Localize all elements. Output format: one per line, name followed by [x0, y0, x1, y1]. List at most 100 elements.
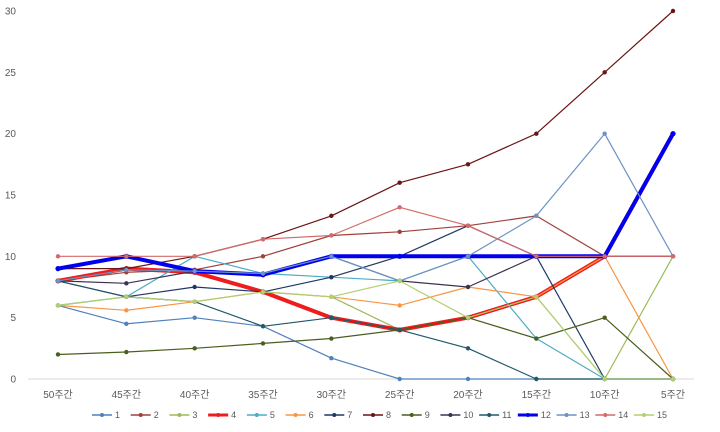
data-point	[397, 180, 402, 185]
legend-item-5: 5	[246, 410, 275, 420]
legend-marker	[254, 413, 259, 417]
data-point	[670, 376, 676, 382]
series-line	[57, 255, 674, 380]
data-point	[55, 266, 61, 272]
data-point	[465, 376, 471, 382]
data-point	[465, 346, 471, 351]
legend-label: 6	[309, 410, 314, 420]
data-point	[534, 376, 539, 382]
legend-label: 4	[231, 410, 236, 420]
legend-marker	[177, 413, 182, 417]
x-tick-label: 25주간	[385, 389, 415, 401]
data-point	[670, 254, 676, 259]
data-point	[534, 131, 539, 136]
data-point	[397, 376, 402, 382]
data-point	[534, 336, 539, 341]
series-2	[55, 213, 676, 284]
legend-marker	[448, 413, 453, 417]
axes: 0 5 10 15 20 25 30 50주간 45주간 40주간 35주간 30주간 25주간 20주간…	[5, 7, 694, 401]
legend-item-15: 15	[634, 410, 667, 420]
data-point	[260, 289, 266, 295]
data-point	[260, 236, 266, 242]
data-point	[397, 253, 403, 259]
series-8	[55, 8, 676, 271]
series-line	[56, 131, 675, 277]
y-tick-label: 30	[5, 7, 17, 18]
data-point	[260, 341, 266, 346]
data-point	[192, 299, 197, 304]
y-tick-label: 0	[10, 375, 16, 386]
legend-marker	[293, 413, 298, 417]
legend-label: 1	[115, 410, 120, 420]
data-point	[670, 131, 676, 137]
legend-item-2: 2	[130, 410, 159, 420]
data-point	[329, 233, 334, 238]
data-point	[329, 355, 334, 361]
legend-marker	[564, 413, 569, 417]
legend-marker	[138, 413, 143, 417]
series-12	[55, 131, 676, 278]
series-7	[55, 223, 676, 382]
series-line	[57, 255, 674, 380]
data-point	[465, 162, 471, 167]
data-point	[465, 315, 471, 320]
data-point	[397, 278, 402, 284]
data-point	[465, 284, 471, 290]
legend-marker	[332, 413, 337, 417]
data-point	[397, 229, 402, 234]
data-point	[397, 327, 402, 333]
data-point	[602, 254, 607, 259]
legend-label: 5	[270, 410, 275, 420]
legend: 1 2 3 4 5 6 7 8 9 10 11 12 13 14 15	[92, 410, 667, 420]
legend-label: 10	[463, 410, 473, 420]
legend-item-7: 7	[324, 410, 352, 420]
legend-label: 7	[347, 410, 352, 420]
series-line	[57, 280, 674, 380]
legend-item-9: 9	[401, 410, 430, 420]
x-tick-label: 40주간	[180, 389, 210, 401]
series-line	[57, 255, 674, 380]
data-point	[260, 271, 266, 276]
data-point	[602, 131, 607, 136]
data-point	[329, 336, 334, 341]
data-point	[397, 303, 402, 308]
data-point	[534, 254, 539, 259]
legend-label: 2	[154, 410, 159, 420]
legend-label: 12	[541, 410, 551, 420]
data-point	[329, 294, 334, 300]
data-point	[397, 205, 402, 210]
legend-item-10: 10	[440, 410, 473, 420]
y-tick-label: 5	[10, 313, 16, 324]
data-point	[465, 223, 471, 228]
data-point	[55, 278, 61, 284]
series-3	[55, 254, 676, 382]
series-4	[55, 131, 676, 333]
legend-item-6: 6	[285, 410, 314, 420]
legend-item-8: 8	[363, 410, 391, 420]
legend-item-4: 4	[208, 410, 236, 420]
data-point	[124, 308, 129, 313]
series-line	[57, 133, 674, 282]
series-5	[55, 254, 676, 382]
legend-item-3: 3	[169, 410, 197, 420]
legend-item-13: 13	[556, 410, 590, 420]
y-tick-label: 15	[5, 191, 17, 202]
series-line	[57, 317, 674, 380]
data-point	[55, 352, 61, 357]
legend-label: 11	[502, 410, 511, 420]
legend-label: 8	[386, 410, 391, 420]
data-point	[602, 315, 607, 320]
legend-marker	[525, 413, 530, 417]
series-6	[55, 254, 676, 382]
series-15	[55, 278, 676, 382]
data-point	[55, 303, 61, 308]
x-tick-label: 50주간	[43, 389, 73, 401]
data-point	[124, 294, 129, 300]
data-point	[260, 254, 266, 259]
legend-item-1: 1	[92, 410, 120, 420]
legend-marker	[603, 413, 608, 417]
data-point	[329, 315, 334, 320]
legend-marker	[409, 413, 414, 417]
data-point	[329, 213, 334, 219]
data-point	[124, 254, 129, 259]
